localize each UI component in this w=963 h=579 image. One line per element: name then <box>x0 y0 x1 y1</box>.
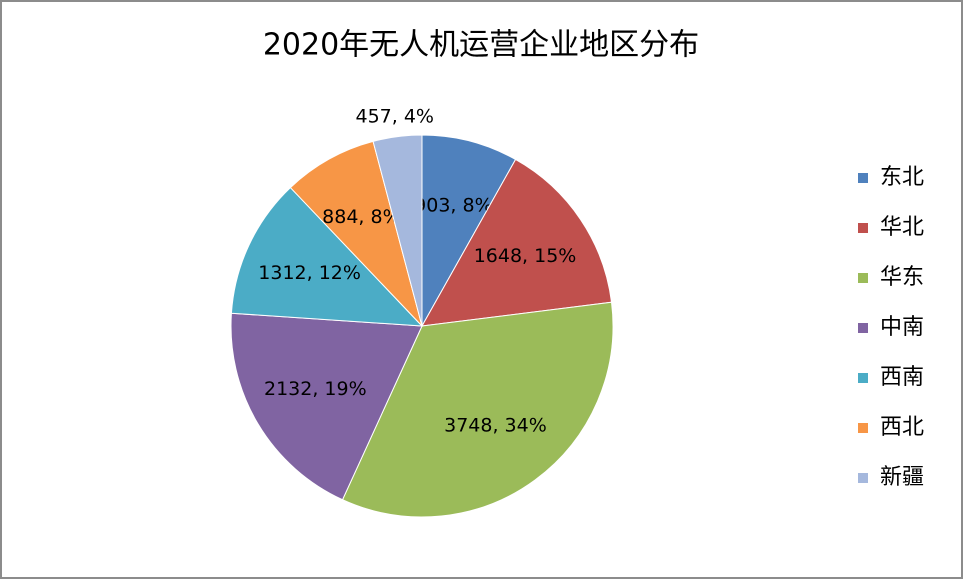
legend-label: 东北 <box>880 165 924 190</box>
legend-swatch <box>858 173 868 183</box>
pie-slice <box>230 186 424 327</box>
legend-label: 华东 <box>880 265 924 290</box>
pie-slice <box>372 134 423 327</box>
data-label: 2132, 19% <box>264 378 367 400</box>
legend-label: 中南 <box>880 315 924 340</box>
legend-swatch <box>858 223 868 233</box>
legend-swatch <box>858 373 868 383</box>
pie-slice <box>421 134 517 328</box>
data-label: 457, 4% <box>355 105 434 127</box>
legend-label: 西北 <box>880 415 924 440</box>
chart-title: 2020年无人机运营企业地区分布 <box>263 28 699 63</box>
legend-label: 西南 <box>880 365 924 390</box>
data-label: 1648, 15% <box>474 245 577 267</box>
legend-label: 华北 <box>880 215 924 240</box>
legend-swatch <box>858 273 868 283</box>
legend-label: 新疆 <box>880 465 924 490</box>
data-label: 903, 8% <box>414 194 493 216</box>
legend-swatch <box>858 473 868 483</box>
pie-slice <box>230 312 423 501</box>
pie-slice <box>421 158 613 327</box>
pie-slice <box>341 301 614 518</box>
legend-swatch <box>858 423 868 433</box>
legend-swatch <box>858 323 868 333</box>
pie-slice <box>289 140 423 327</box>
data-label: 884, 8% <box>322 206 401 228</box>
data-label: 1312, 12% <box>258 262 361 284</box>
data-label: 3748, 34% <box>444 415 547 437</box>
